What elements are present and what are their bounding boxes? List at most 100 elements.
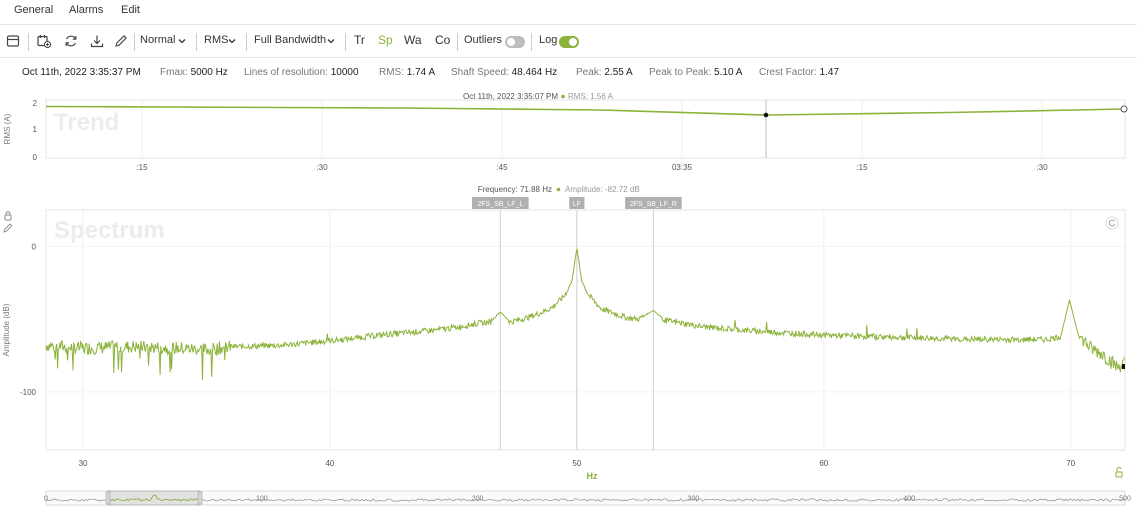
- menu-general[interactable]: General: [14, 4, 54, 16]
- spectrum-ticks: 30 40 50 60 70 0 -100: [20, 242, 1076, 468]
- navigator-handle-left[interactable]: [105, 491, 111, 505]
- trend-xtick: :45: [496, 163, 508, 172]
- peak-to-peak-info: Peak to Peak: 5.10 A: [649, 67, 743, 78]
- tab-waveform[interactable]: Wa: [404, 33, 422, 47]
- lock-icon[interactable]: [2, 210, 14, 234]
- peak-info: Peak: 2.55 A: [576, 67, 633, 78]
- log-toggle[interactable]: [559, 36, 579, 48]
- trend-watermark: Trend: [54, 109, 119, 136]
- marker-tag[interactable]: [472, 197, 529, 209]
- lines-info: Lines of resolution: 10000: [244, 67, 359, 78]
- trend-xtick: :15: [136, 163, 148, 172]
- toolbar-separator: [134, 33, 135, 51]
- log-label: Log: [539, 34, 558, 46]
- navigator-selected-series: [108, 494, 201, 502]
- spectrum-xtick: 70: [1066, 459, 1075, 468]
- toolbar-separator: [345, 33, 346, 51]
- spectrum-ylabel: Amplitude (dB): [2, 303, 11, 356]
- spectrum-markers: 2FS_SB_LF_L LF 2FS_SB_LF_R: [472, 197, 682, 450]
- navigator-tick: 400: [903, 496, 915, 503]
- trend-point[interactable]: [1120, 105, 1128, 113]
- menu-alarms[interactable]: Alarms: [69, 4, 104, 16]
- trend-tooltip-dot: [561, 94, 565, 99]
- outliers-label: Outliers: [464, 34, 502, 46]
- navigator-tick: 300: [688, 496, 700, 503]
- navigator-track[interactable]: [45, 490, 1126, 506]
- trend-plot-area: [45, 99, 1126, 159]
- spectrum-tooltip-amplitude: Amplitude: -82.72 dB: [565, 185, 640, 194]
- toolbar: Normal RMS Full Bandwidth Tr Sp Wa Co Ou…: [0, 24, 1137, 58]
- tab-correlation[interactable]: Co: [435, 33, 451, 47]
- pencil-icon[interactable]: [114, 34, 128, 48]
- marker-tag[interactable]: [569, 197, 585, 209]
- spectrum-ytick: -100: [20, 388, 37, 397]
- bandwidth-select[interactable]: Full Bandwidth: [254, 34, 327, 46]
- trend-line: [45, 105, 1125, 116]
- spectrum-xlabel: Hz: [587, 471, 598, 481]
- marker-label: LF: [573, 201, 581, 208]
- spectrum-ytick: 0: [32, 242, 37, 251]
- add-calendar-icon[interactable]: [37, 34, 51, 48]
- reset-zoom-icon: [1108, 219, 1116, 227]
- spectrum-plot-area: [45, 209, 1126, 451]
- measure-select[interactable]: RMS: [204, 34, 229, 46]
- marker-label: 2FS_SB_LF_R: [630, 201, 677, 208]
- chevron-down-icon: [178, 39, 186, 44]
- rms-info: RMS: 1.74 A: [379, 67, 436, 78]
- refresh-icon[interactable]: [64, 34, 78, 48]
- spectrum-tooltip-frequency: Frequency: 71.88 Hz: [478, 185, 552, 194]
- spectrum-xtick: 40: [325, 459, 334, 468]
- spectrum-chart[interactable]: Spectrum 2FS_SB_LF_L LF 2FS_SB_LF_R 30 40 50…: [0, 182, 1137, 527]
- navigator-tick: 200: [472, 496, 484, 503]
- spectrum-tooltip-dot: [556, 187, 561, 192]
- trend-xtick: :30: [1036, 163, 1048, 172]
- navigator-handle-right[interactable]: [197, 491, 203, 505]
- navigator-tick: 0: [44, 496, 48, 503]
- trend-chart[interactable]: Trend 2 1 0 RMS (A) :15 :30 :45 03:35 :1…: [0, 88, 1137, 178]
- trend-ylabel: RMS (A): [3, 113, 12, 144]
- navigator-ticks: 0 100 200 300 400 500: [44, 496, 1131, 503]
- spectrum-xtick: 30: [79, 459, 88, 468]
- reset-zoom-button[interactable]: [1105, 216, 1119, 230]
- navigator-tick: 100: [256, 496, 268, 503]
- spectrum-series-line: [45, 248, 1126, 380]
- navigator-window[interactable]: [107, 490, 201, 506]
- toolbar-separator: [457, 33, 458, 51]
- menu-bar: General Alarms Edit: [0, 0, 1137, 22]
- marker-tag[interactable]: [625, 197, 682, 209]
- trend-xtick: :15: [856, 163, 868, 172]
- trend-ytick: 0: [33, 153, 38, 162]
- trend-point[interactable]: [763, 112, 769, 118]
- spectrum-xtick: 50: [572, 459, 581, 468]
- menu-edit[interactable]: Edit: [121, 4, 140, 16]
- trend-tooltip-value: RMS: 1.56 A: [568, 92, 614, 101]
- mode-select[interactable]: Normal: [140, 34, 176, 46]
- navigator-tick: 500: [1119, 496, 1131, 503]
- chevron-down-icon: [228, 39, 236, 44]
- outliers-toggle[interactable]: [505, 36, 525, 48]
- chevron-down-icon: [327, 39, 335, 44]
- toolbar-separator: [196, 33, 197, 51]
- tab-trend[interactable]: Tr: [354, 33, 365, 47]
- trend-xtick: 03:35: [672, 163, 693, 172]
- trend-tooltip-time: Oct 11th, 2022 3:35:07 PM: [463, 92, 558, 101]
- panel-icon[interactable]: [6, 34, 20, 48]
- trend-xtick: :30: [316, 163, 328, 172]
- spectrum-xtick: 60: [819, 459, 828, 468]
- toolbar-separator: [28, 33, 29, 51]
- trend-ytick: 1: [33, 125, 38, 134]
- trend-ytick: 2: [33, 99, 38, 108]
- crest-factor-info: Crest Factor: 1.47: [759, 67, 840, 78]
- spectrum-cursor-point[interactable]: [1122, 364, 1125, 369]
- download-icon[interactable]: [90, 34, 104, 48]
- measurement-timestamp: Oct 11th, 2022 3:35:37 PM: [22, 67, 141, 78]
- toolbar-separator: [531, 33, 532, 51]
- spectrum-watermark: Spectrum: [54, 217, 165, 244]
- tab-spectrum[interactable]: Sp: [378, 33, 393, 47]
- toolbar-separator: [246, 33, 247, 51]
- navigator-series: [45, 494, 1126, 502]
- fmax-info: Fmax: 5000 Hz: [160, 67, 228, 78]
- unlock-icon[interactable]: [1115, 467, 1123, 478]
- shaft-speed-info: Shaft Speed: 48.464 Hz: [451, 67, 558, 78]
- marker-label: 2FS_SB_LF_L: [477, 201, 523, 208]
